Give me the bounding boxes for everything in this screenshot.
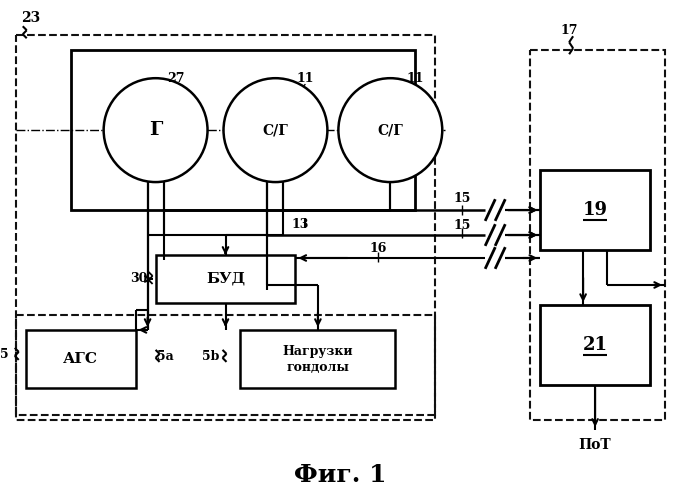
Text: 15: 15 xyxy=(454,218,471,232)
Text: БУД: БУД xyxy=(206,272,245,286)
Circle shape xyxy=(103,78,207,182)
Text: 11: 11 xyxy=(407,72,424,85)
Text: 27: 27 xyxy=(167,72,184,85)
Text: 11: 11 xyxy=(296,72,314,85)
Text: 15: 15 xyxy=(454,192,471,204)
Text: Г: Г xyxy=(149,121,163,139)
Circle shape xyxy=(339,78,442,182)
Text: ПоТ: ПоТ xyxy=(579,438,611,452)
Bar xyxy=(530,50,665,420)
Text: гондолы: гондолы xyxy=(286,362,350,374)
Text: 16: 16 xyxy=(370,242,387,254)
Text: 5b: 5b xyxy=(202,350,219,364)
Bar xyxy=(540,305,650,385)
Text: 5a: 5a xyxy=(157,350,174,364)
Bar xyxy=(156,255,295,303)
Bar xyxy=(71,50,415,210)
Circle shape xyxy=(224,78,327,182)
Text: С/Г: С/Г xyxy=(262,123,288,137)
Bar xyxy=(540,170,650,250)
Text: 5: 5 xyxy=(0,348,9,362)
Text: 13: 13 xyxy=(292,218,309,230)
Text: 19: 19 xyxy=(583,201,608,219)
Text: 17: 17 xyxy=(560,24,578,36)
Bar xyxy=(26,330,135,388)
Text: 21: 21 xyxy=(583,336,608,354)
Text: С/Г: С/Г xyxy=(377,123,403,137)
Text: 23: 23 xyxy=(21,12,40,26)
Text: Фиг. 1: Фиг. 1 xyxy=(294,462,387,486)
Bar xyxy=(241,330,395,388)
Text: Нагрузки: Нагрузки xyxy=(283,346,353,358)
Bar xyxy=(16,315,435,415)
Text: 30: 30 xyxy=(130,272,148,285)
Bar xyxy=(16,35,435,420)
Text: АГС: АГС xyxy=(63,352,98,366)
